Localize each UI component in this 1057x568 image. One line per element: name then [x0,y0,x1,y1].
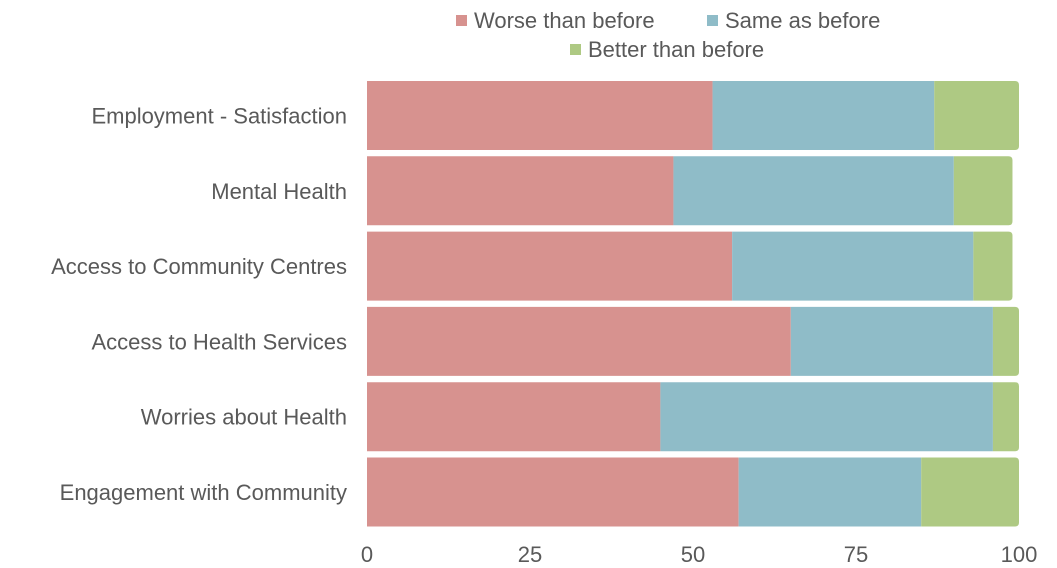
value-axis: 0 25 50 75 100 [361,542,1037,567]
bar-segment [992,306,1019,376]
bar-segment [953,156,1013,226]
x-tick-label: 75 [844,542,868,567]
legend-swatch [456,15,467,26]
legend-swatch [570,44,581,55]
legend-label: Same as before [725,8,880,33]
legend: Worse than before Same as before Better th… [456,8,880,62]
legend-label: Better than before [588,37,764,62]
category-label: Engagement with Community [60,480,347,505]
legend-swatch [707,15,718,26]
bar-segment [732,231,974,301]
category-label: Worries about Health [141,405,347,430]
bar-segment [738,457,922,527]
bar-segment [660,382,993,452]
category-axis: Employment - Satisfaction Mental Health Ac… [51,104,347,506]
bar-segment [367,306,791,376]
bar-segment [973,231,1013,301]
category-label: Mental Health [211,179,347,204]
plot-area [367,81,1019,527]
bar-segment [367,457,739,527]
category-label: Access to Health Services [91,329,347,354]
bar-segment [992,382,1019,452]
bar-segment [790,306,993,376]
x-tick-label: 0 [361,542,373,567]
x-tick-label: 50 [681,542,705,567]
bar-segment [367,156,674,226]
bar-segment [367,231,733,301]
legend-label: Worse than before [474,8,655,33]
category-label: Access to Community Centres [51,254,347,279]
bar-segment [921,457,1019,527]
x-tick-label: 25 [518,542,542,567]
x-tick-label: 100 [1001,542,1038,567]
bar-segment [367,382,661,452]
bar-segment [673,156,954,226]
bar-segment [712,81,935,150]
bar-segment [367,81,713,150]
bar-segment [934,81,1019,150]
category-label: Employment - Satisfaction [91,104,347,129]
